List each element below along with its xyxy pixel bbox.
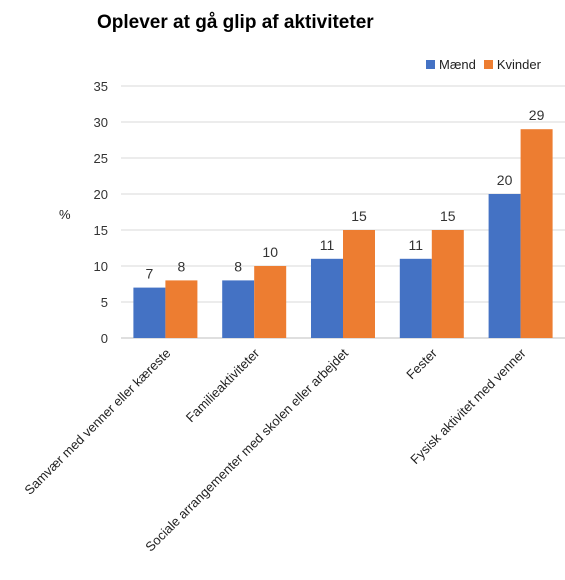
x-tick-label: Sociale arrangementer med skolen eller a…	[142, 345, 351, 554]
legend-label-maend: Mænd	[439, 57, 476, 72]
bar	[222, 280, 255, 338]
legend-item-kvinder: Kvinder	[483, 57, 541, 72]
bar	[399, 258, 432, 338]
data-label: 15	[440, 208, 456, 224]
legend-swatch-kvinder	[483, 60, 493, 69]
data-label: 7	[146, 266, 154, 282]
legend-item-maend: Mænd	[426, 57, 476, 72]
data-label: 20	[497, 172, 513, 188]
y-tick-label: 30	[94, 115, 108, 130]
data-label: 11	[409, 237, 424, 253]
bar	[488, 194, 521, 338]
legend-swatch-maend	[426, 60, 435, 69]
bar	[311, 258, 343, 338]
x-tick-label: Samvær med venner eller kæreste	[21, 346, 173, 498]
y-tick-label: 20	[94, 187, 108, 202]
y-tick-label: 15	[94, 223, 108, 238]
legend-label-kvinder: Kvinder	[496, 57, 541, 72]
bar	[431, 230, 464, 338]
y-axis-label: %	[59, 207, 71, 222]
y-tick-label: 25	[94, 151, 108, 166]
data-label: 8	[178, 258, 186, 274]
x-tick-label: Familieaktiviteter	[183, 345, 263, 425]
data-label: 15	[351, 208, 367, 224]
chart-title: Oplever at gå glip af aktiviteter	[97, 12, 374, 33]
data-label: 8	[234, 258, 242, 274]
bar	[165, 280, 198, 338]
bar	[343, 230, 375, 338]
data-label: 29	[529, 107, 545, 123]
bar	[254, 266, 287, 338]
data-label: 10	[262, 244, 278, 260]
x-tick-label: Fester	[403, 345, 440, 382]
legend: Mænd Kvinder	[426, 57, 549, 72]
y-tick-label: 10	[94, 259, 108, 274]
y-tick-label: 5	[101, 295, 108, 310]
data-label: 11	[320, 237, 335, 253]
y-tick-label: 0	[101, 331, 108, 346]
bar	[520, 129, 553, 338]
bar	[133, 287, 166, 338]
y-tick-label: 35	[94, 79, 108, 94]
